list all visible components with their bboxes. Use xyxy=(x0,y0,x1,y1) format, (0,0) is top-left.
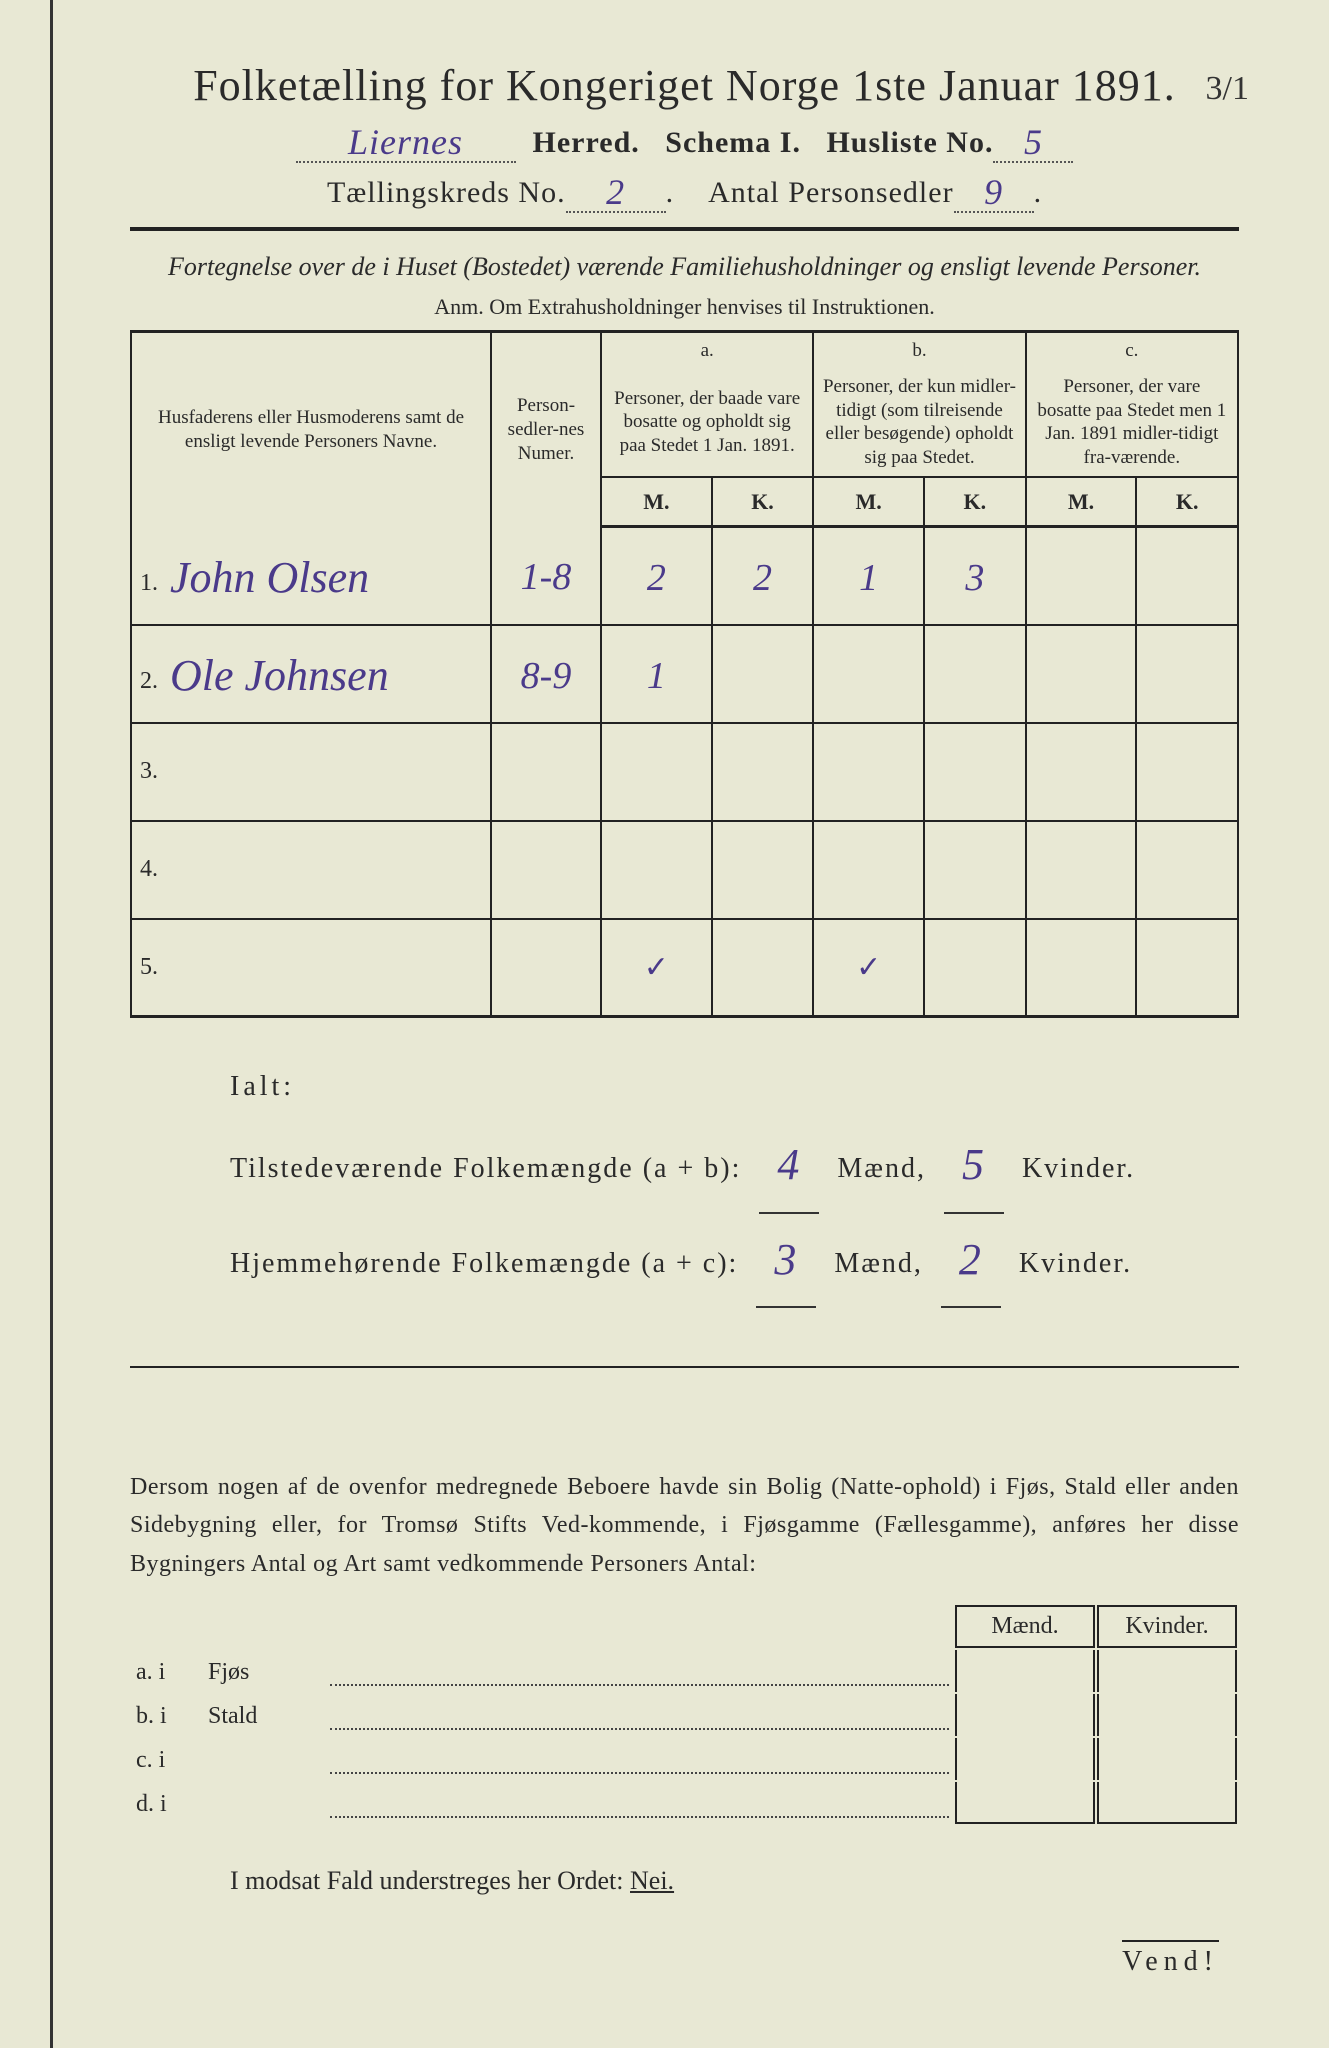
kreds-no: 2 xyxy=(606,171,625,213)
personsedler-label: Antal Personsedler xyxy=(708,176,953,209)
table-row: 4. xyxy=(131,821,1238,919)
col-b-k: K. xyxy=(924,477,1026,527)
divider xyxy=(130,227,1239,231)
col-name-header: Husfaderens eller Husmoderens samt de en… xyxy=(131,332,491,527)
main-title: Folketælling for Kongeriget Norge 1ste J… xyxy=(130,60,1239,111)
col-a-label: a. xyxy=(601,332,813,369)
herred-label: Herred. xyxy=(533,126,640,159)
col-b-label: b. xyxy=(813,332,1025,369)
bt-maend: Mænd. xyxy=(955,1605,1095,1648)
table-row: 2. Ole Johnsen 8-9 1 xyxy=(131,625,1238,723)
tilstede-m: 4 xyxy=(759,1119,819,1213)
tilstede-label: Tilstedeværende Folkemængde (a + b): xyxy=(230,1153,741,1184)
personsedler-no: 9 xyxy=(984,171,1003,213)
herred-value: Liernes xyxy=(348,121,463,163)
nei-word: Nei. xyxy=(630,1866,674,1895)
household-table: Husfaderens eller Husmoderens samt de en… xyxy=(130,330,1239,1018)
vend-label: Vend! xyxy=(1122,1940,1219,1978)
building-row: a. i Fjøs xyxy=(132,1650,1237,1692)
building-table: Mænd. Kvinder. a. i Fjøs b. i Stald c. i… xyxy=(130,1603,1239,1826)
dersom-text: Dersom nogen af de ovenfor medregnede Be… xyxy=(130,1468,1239,1583)
header-line-3: Tællingskreds No.2. Antal Personsedler9. xyxy=(130,169,1239,213)
corner-annotation: 3/1 xyxy=(1206,70,1249,108)
husliste-no: 5 xyxy=(1024,121,1043,163)
table-row: 1. John Olsen 1-8 2 2 1 3 xyxy=(131,527,1238,625)
table-row: 3. xyxy=(131,723,1238,821)
bt-kvinder: Kvinder. xyxy=(1097,1605,1237,1648)
fortegnelse-text: Fortegnelse over de i Huset (Bostedet) v… xyxy=(150,249,1219,284)
divider xyxy=(130,1366,1239,1368)
header-line-2: Liernes Herred. Schema I. Husliste No. 5 xyxy=(130,119,1239,163)
building-row: c. i xyxy=(132,1738,1237,1780)
building-row: d. i xyxy=(132,1782,1237,1824)
col-c-m: M. xyxy=(1026,477,1137,527)
col-b-header: Personer, der kun midler-tidigt (som til… xyxy=(813,369,1025,477)
ialt-label: Ialt: xyxy=(230,1058,1239,1117)
totals-block: Ialt: Tilstedeværende Folkemængde (a + b… xyxy=(130,1058,1239,1306)
schema-label: Schema I. xyxy=(665,126,801,159)
col-a-m: M. xyxy=(601,477,712,527)
tilstede-k: 5 xyxy=(944,1119,1004,1213)
modsat-line: I modsat Fald understreges her Ordet: Ne… xyxy=(130,1866,1239,1896)
row1-pnum: 1-8 xyxy=(500,555,592,599)
census-form-page: 3/1 Folketælling for Kongeriget Norge 1s… xyxy=(0,0,1329,2048)
hjemme-label: Hjemmehørende Folkemængde (a + c): xyxy=(230,1248,738,1279)
hjemme-m: 3 xyxy=(756,1214,816,1308)
husliste-label: Husliste No. xyxy=(826,126,993,159)
col-a-k: K. xyxy=(712,477,814,527)
row1-name: John Olsen xyxy=(170,552,369,603)
col-c-k: K. xyxy=(1136,477,1238,527)
col-a-header: Personer, der baade vare bosatte og opho… xyxy=(601,369,813,477)
hjemme-k: 2 xyxy=(941,1214,1001,1308)
row2-name: Ole Johnsen xyxy=(170,650,389,701)
col-c-label: c. xyxy=(1026,332,1238,369)
building-row: b. i Stald xyxy=(132,1694,1237,1736)
col-b-m: M. xyxy=(813,477,924,527)
table-row: 5. ✓✓ xyxy=(131,919,1238,1017)
kreds-label: Tællingskreds No. xyxy=(327,176,566,209)
col-pnum-header: Person-sedler-nes Numer. xyxy=(491,332,601,527)
anm-text: Anm. Om Extrahusholdninger henvises til … xyxy=(130,294,1239,320)
col-c-header: Personer, der vare bosatte paa Stedet me… xyxy=(1026,369,1238,477)
